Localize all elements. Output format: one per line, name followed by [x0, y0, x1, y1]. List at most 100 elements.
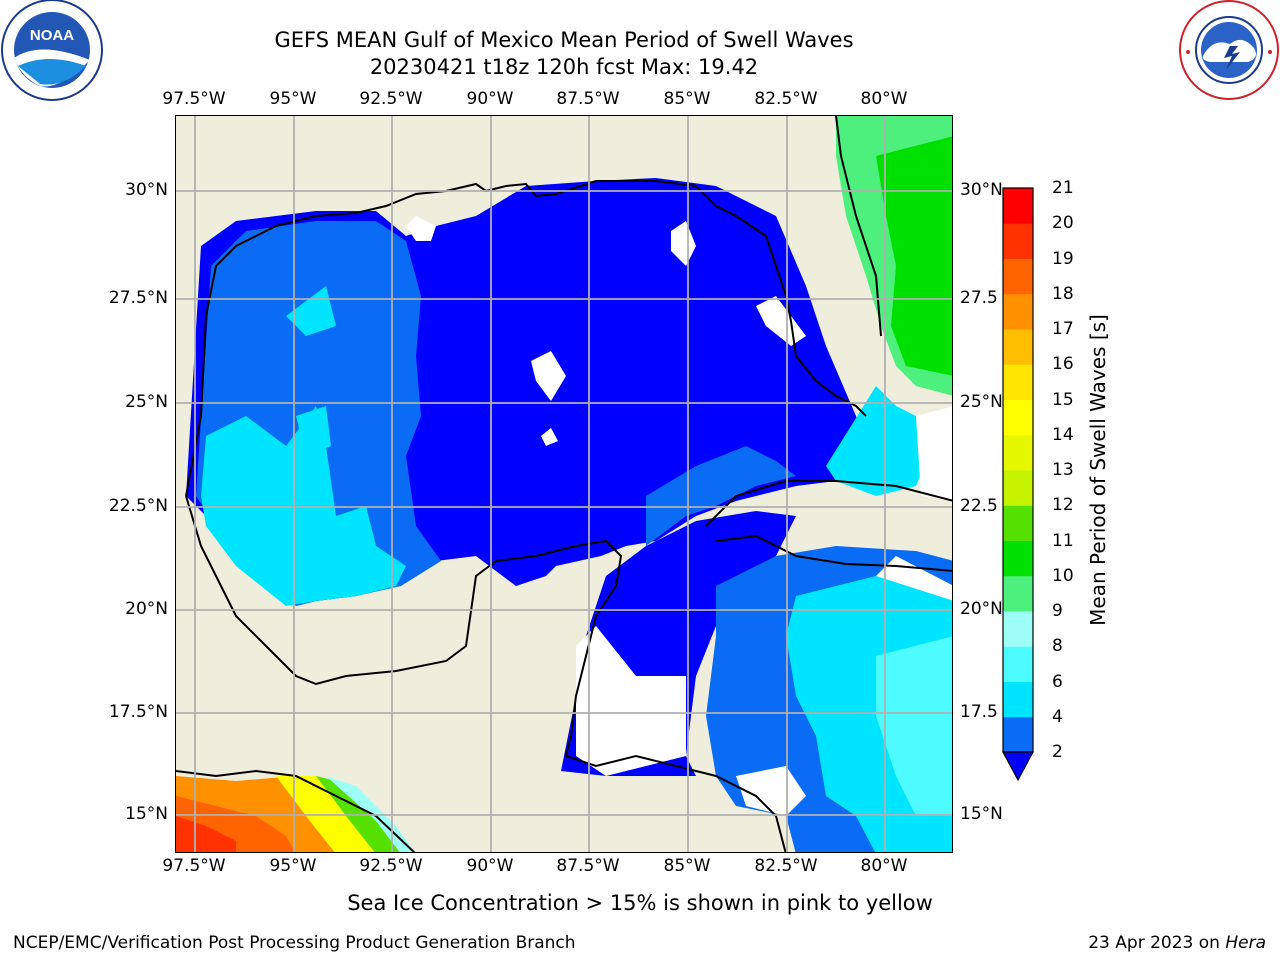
lat-label-left: 15°N	[125, 804, 168, 824]
colorbar	[1001, 187, 1035, 782]
lat-label-right: 22.5	[960, 496, 998, 516]
lat-label-right: 25°N	[960, 392, 1003, 412]
sea-ice-note: Sea Ice Concentration > 15% is shown in …	[347, 891, 933, 915]
lat-label-right: 30°N	[960, 180, 1003, 200]
colorbar-outline	[1002, 187, 1034, 753]
lon-label-bottom: 82.5°W	[754, 856, 818, 876]
colorbar-tick-label: 19	[1052, 248, 1074, 269]
colorbar-segment	[1003, 470, 1033, 506]
lat-label-right: 15°N	[960, 804, 1003, 824]
colorbar-tick-label: 4	[1052, 706, 1063, 727]
noaa-logo: NOAA	[1, 0, 103, 101]
lon-label-bottom: 87.5°W	[556, 856, 620, 876]
colorbar-tick-label: 6	[1052, 671, 1063, 692]
lon-label-top: 95°W	[269, 89, 317, 109]
lon-label-top: 87.5°W	[556, 89, 620, 109]
lon-label-bottom: 85°W	[663, 856, 711, 876]
colorbar-tick-label: 10	[1052, 565, 1074, 586]
colorbar-tick-label: 13	[1052, 460, 1074, 480]
colorbar-tick-label: 12	[1052, 495, 1074, 516]
no-data-region	[576, 626, 686, 776]
date-stamp: 23 Apr 2023 on Hera	[1088, 933, 1266, 953]
colorbar-segment	[1003, 329, 1033, 365]
map-title: GEFS MEAN Gulf of Mexico Mean Period of …	[274, 28, 854, 52]
credit-text: NCEP/EMC/Verification Post Processing Pr…	[13, 933, 576, 953]
colorbar-tick-label: 14	[1052, 424, 1074, 445]
no-data-region	[406, 216, 436, 241]
lon-label-bottom: 80°W	[860, 856, 908, 876]
colorbar-segment	[1003, 611, 1033, 647]
coastline-central-america	[176, 754, 787, 852]
no-data-region	[541, 428, 558, 446]
colorbar-tick-label: 16	[1052, 354, 1074, 375]
colorbar-under-triangle	[1001, 751, 1035, 782]
colorbar-segment	[1003, 258, 1033, 295]
colorbar-segment	[1003, 293, 1033, 330]
lon-label-bottom: 90°W	[466, 856, 514, 876]
coastline-mexico	[185, 495, 623, 757]
lat-label-left: 17.5°N	[108, 702, 168, 722]
colorbar-tick-label: 8	[1052, 636, 1063, 657]
colorbar-segment	[1003, 223, 1033, 259]
lon-label-top: 85°W	[663, 89, 711, 109]
lat-label-left: 30°N	[125, 180, 168, 200]
florida-strait-band-4-6	[826, 386, 936, 496]
noaa-logo-text: NOAA	[30, 27, 74, 44]
colorbar-tick-label: 17	[1052, 319, 1074, 339]
colorbar-tick-label: 20	[1052, 213, 1074, 234]
colorbar-segment	[1003, 434, 1033, 471]
no-data-region	[876, 556, 952, 601]
colorbar-tick-label: 2	[1052, 742, 1063, 762]
colorbar-segment	[1003, 646, 1033, 682]
colorbar-tick-label: 18	[1052, 283, 1074, 304]
lon-label-top: 97.5°W	[162, 89, 226, 109]
colorbar-tick-label: 11	[1052, 530, 1074, 551]
swell-period-map	[176, 116, 952, 852]
gulf-water-band-4-6	[201, 406, 406, 606]
pacific-band-20-21	[176, 816, 236, 852]
colorbar-segment	[1003, 505, 1033, 541]
coastline-cuba	[705, 480, 952, 572]
no-data-region	[916, 406, 952, 501]
colorbar-tick-label: 15	[1052, 389, 1074, 410]
atlantic-band-10-11	[876, 136, 952, 376]
no-data-region	[671, 221, 696, 266]
lon-label-top: 80°W	[860, 89, 908, 109]
coastline-us-gulf	[185, 116, 882, 497]
gulf-water-band-4-6	[296, 406, 331, 456]
lat-label-right: 20°N	[960, 599, 1003, 619]
pacific-band-11-12	[316, 776, 405, 852]
no-data-region	[736, 766, 806, 816]
lon-label-top: 82.5°W	[754, 89, 818, 109]
lat-label-left: 27.5°N	[108, 288, 168, 308]
lon-label-bottom: 95°W	[269, 856, 317, 876]
caribbean-band-6-8	[876, 636, 952, 816]
machine-name: Hera	[1225, 933, 1266, 953]
colorbar-segment	[1003, 188, 1033, 224]
colorbar-segment	[1003, 540, 1033, 577]
lat-label-left: 20°N	[125, 599, 168, 619]
lon-label-top: 92.5°W	[359, 89, 423, 109]
colorbar-label: Mean Period of Swell Waves [s]	[1086, 314, 1110, 626]
map-subtitle: 20230421 t18z 120h fcst Max: 19.42	[369, 55, 759, 79]
lat-label-left: 22.5°N	[108, 496, 168, 516]
lat-label-right: 27.5	[960, 288, 998, 308]
lat-label-left: 25°N	[125, 392, 168, 412]
lat-label-right: 17.5	[960, 702, 998, 722]
gridlines	[176, 116, 952, 852]
map-frame	[175, 115, 953, 853]
colorbar-segment	[1003, 681, 1033, 718]
lon-label-bottom: 97.5°W	[162, 856, 226, 876]
colorbar-segment	[1003, 399, 1033, 436]
colorbar-segment	[1003, 575, 1033, 612]
nws-logo	[1179, 0, 1279, 100]
gulf-water-band-2-4	[646, 446, 796, 546]
colorbar-segment	[1003, 716, 1033, 753]
colorbar-tick-label: 9	[1052, 601, 1063, 621]
lon-label-bottom: 92.5°W	[359, 856, 423, 876]
lon-label-top: 90°W	[466, 89, 514, 109]
no-data-region	[531, 351, 566, 401]
colorbar-tick-label: 21	[1052, 178, 1074, 198]
colorbar-segment	[1003, 364, 1033, 400]
pacific-band-13-15	[276, 776, 375, 852]
